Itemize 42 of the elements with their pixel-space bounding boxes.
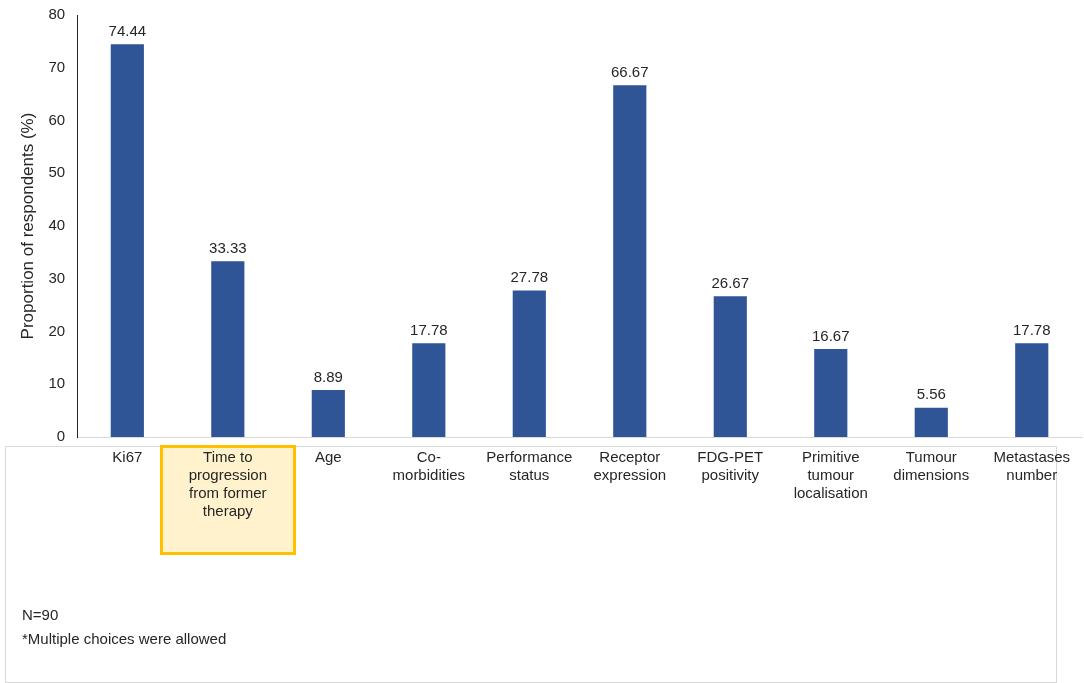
- bar: [814, 349, 848, 437]
- y-tick-label: 70: [48, 57, 66, 75]
- x-tick-label: Time to progression from former therapy: [188, 448, 268, 520]
- bar: [512, 290, 546, 437]
- data-label: 5.56: [916, 385, 946, 403]
- text: *Multiple choices were allowed: [22, 630, 227, 647]
- y-tick-label: 80: [48, 5, 66, 23]
- x-tick-label: Co-morbidities: [392, 448, 466, 484]
- data-label: 33.33: [209, 238, 247, 256]
- y-axis-title: Proportion of respondents (%): [17, 112, 37, 340]
- text: N=90: [22, 606, 59, 623]
- y-tick-label: 50: [48, 163, 66, 181]
- bar: [110, 44, 144, 437]
- x-tick-label: Ki67: [112, 448, 143, 466]
- x-tick-label: Tumour dimensions: [893, 448, 970, 484]
- y-tick-label: 40: [48, 216, 66, 234]
- data-label: 17.78: [1012, 320, 1051, 338]
- y-tick-label: 20: [48, 321, 66, 339]
- bar: [311, 390, 345, 437]
- data-label: 8.89: [313, 367, 343, 385]
- bar: [1015, 343, 1049, 437]
- bar: [211, 261, 245, 437]
- data-label: 27.78: [510, 268, 549, 286]
- x-tick-label: Receptor expression: [593, 448, 667, 484]
- y-tick-label: 0: [56, 427, 66, 445]
- y-tick-label: 30: [48, 268, 66, 286]
- x-tick-label: Metastases number: [993, 448, 1071, 484]
- y-tick-label: 10: [48, 374, 66, 392]
- x-tick-label: Age: [314, 448, 342, 466]
- data-label: 66.67: [611, 62, 649, 80]
- x-tick-label: FDG-PET positivity: [697, 448, 764, 484]
- bar: [613, 85, 647, 437]
- data-label: 26.67: [711, 273, 750, 291]
- data-label: 74.44: [108, 21, 147, 39]
- bar: [412, 343, 446, 437]
- data-label: 17.78: [410, 320, 448, 338]
- bar: [713, 296, 747, 437]
- x-tick-label: Performance status: [486, 448, 573, 484]
- data-label: 16.67: [812, 326, 850, 344]
- bar: [914, 407, 948, 437]
- y-tick-label: 60: [48, 110, 66, 128]
- x-tick-label: Primitive tumour localisation: [793, 448, 868, 502]
